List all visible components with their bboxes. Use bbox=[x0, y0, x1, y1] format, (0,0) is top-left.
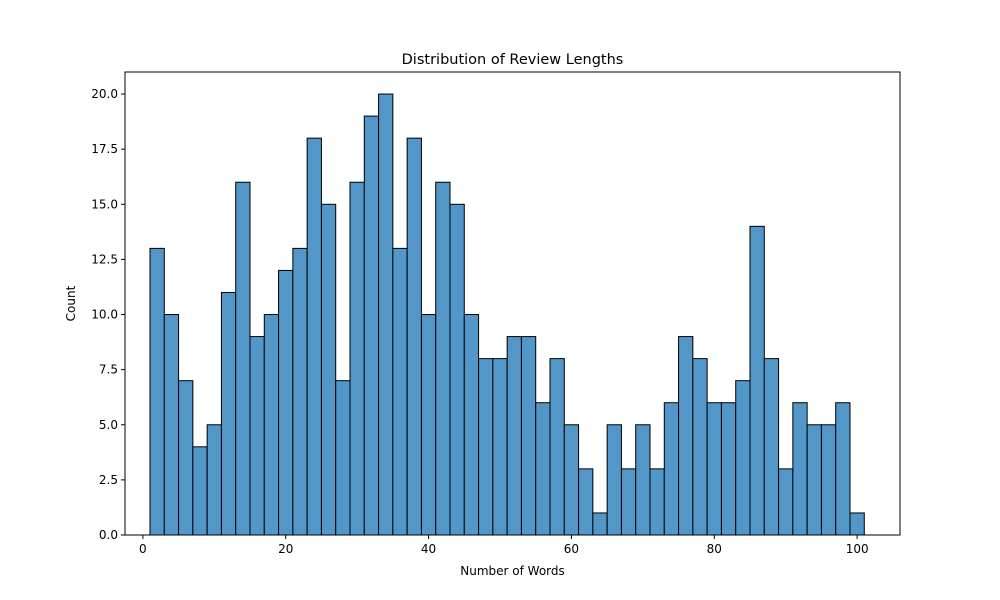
histogram-bar bbox=[535, 402, 551, 536]
histogram-bar bbox=[749, 225, 765, 536]
histogram-bar bbox=[706, 402, 722, 536]
x-tick-label: 80 bbox=[707, 542, 722, 556]
histogram-bar bbox=[349, 181, 365, 536]
histogram-bar bbox=[435, 181, 451, 536]
x-axis-ticks: 0 20 40 60 80 100 bbox=[139, 535, 869, 556]
y-tick-label: 7.5 bbox=[99, 363, 118, 377]
y-tick-label: 12.5 bbox=[91, 252, 118, 266]
histogram-bar bbox=[192, 446, 208, 536]
histogram-bar bbox=[306, 137, 322, 536]
histogram-bar bbox=[263, 314, 280, 536]
y-tick-label: 2.5 bbox=[99, 473, 118, 487]
histogram-bar bbox=[249, 336, 265, 536]
histogram-bar bbox=[792, 402, 808, 536]
histogram-bar bbox=[763, 358, 780, 536]
histogram-bar bbox=[320, 203, 337, 536]
histogram-bar bbox=[163, 314, 180, 536]
histogram-bar bbox=[206, 424, 222, 536]
y-tick-label: 15.0 bbox=[91, 197, 118, 211]
histogram-bar bbox=[378, 93, 394, 536]
y-tick-label: 0.0 bbox=[99, 528, 118, 542]
chart-title: Distribution of Review Lengths bbox=[402, 52, 624, 68]
histogram-bar bbox=[463, 314, 480, 536]
histogram-bar bbox=[563, 424, 580, 536]
y-tick-label: 20.0 bbox=[91, 87, 118, 101]
bars-group bbox=[149, 93, 865, 536]
histogram-bar bbox=[278, 269, 294, 536]
x-tick-label: 60 bbox=[564, 542, 579, 556]
histogram-bar bbox=[235, 181, 251, 536]
y-axis-label: Count bbox=[64, 285, 78, 321]
x-axis-label: Number of Words bbox=[460, 564, 565, 578]
y-tick-label: 10.0 bbox=[91, 308, 118, 322]
histogram-bar bbox=[520, 336, 537, 536]
histogram-bar bbox=[549, 358, 565, 536]
x-tick-label: 20 bbox=[278, 542, 293, 556]
plot-frame bbox=[124, 71, 901, 536]
histogram-bar bbox=[606, 424, 622, 536]
histogram-bar bbox=[292, 247, 308, 536]
y-tick-label: 17.5 bbox=[91, 142, 118, 156]
histogram-bar bbox=[406, 137, 422, 536]
histogram-bar bbox=[335, 380, 351, 536]
y-axis-ticks: 0.0 2.5 5.0 7.5 10.0 12.5 15.0 17.5 20.0 bbox=[91, 87, 125, 542]
histogram-bar bbox=[692, 358, 708, 536]
histogram-bar bbox=[620, 468, 637, 536]
histogram-bar bbox=[392, 247, 408, 536]
histogram-bar bbox=[506, 336, 522, 536]
histogram-bar bbox=[592, 512, 608, 536]
y-tick-label: 5.0 bbox=[99, 418, 118, 432]
histogram-bar bbox=[735, 380, 751, 536]
histogram-bar bbox=[449, 203, 465, 536]
histogram-bar bbox=[663, 402, 680, 536]
histogram-bar bbox=[778, 468, 794, 536]
histogram-bar bbox=[220, 291, 237, 536]
x-tick-label: 100 bbox=[846, 542, 869, 556]
histogram-bar bbox=[806, 424, 822, 536]
histogram-bar bbox=[578, 468, 594, 536]
histogram-bar bbox=[492, 358, 508, 536]
histogram-bar bbox=[835, 402, 851, 536]
histogram-bar bbox=[849, 512, 865, 536]
x-tick-label: 40 bbox=[421, 542, 436, 556]
histogram-bar bbox=[363, 115, 380, 536]
histogram-bar bbox=[635, 424, 651, 536]
histogram-bar bbox=[649, 468, 665, 536]
histogram-bar bbox=[720, 402, 737, 536]
x-tick-label: 0 bbox=[139, 542, 147, 556]
histogram-bar bbox=[678, 336, 694, 536]
histogram-bar bbox=[478, 358, 494, 536]
histogram-bar bbox=[178, 380, 194, 536]
histogram-bar bbox=[420, 314, 437, 536]
histogram-bar bbox=[820, 424, 837, 536]
histogram-bar bbox=[149, 247, 165, 536]
